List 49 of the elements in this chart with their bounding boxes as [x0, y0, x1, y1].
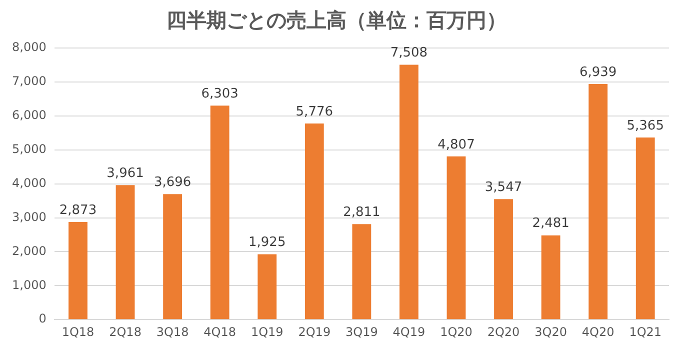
x-tick-label: 1Q21	[629, 324, 662, 339]
x-tick-label: 3Q20	[534, 324, 567, 339]
data-label: 1,925	[248, 235, 286, 250]
x-tick-label: 3Q18	[156, 324, 189, 339]
bar	[541, 235, 560, 320]
data-label: 4,807	[438, 137, 475, 152]
x-tick-label: 4Q19	[392, 324, 426, 339]
bar	[163, 194, 182, 320]
y-tick-label: 1,000	[12, 278, 46, 292]
y-tick-label: 3,000	[12, 210, 46, 224]
bar	[304, 124, 324, 320]
bar	[258, 254, 277, 320]
y-tick-label: 4,000	[12, 176, 46, 190]
x-tick-label: 1Q19	[250, 324, 284, 339]
bar	[352, 224, 372, 320]
y-tick-label: 5,000	[12, 142, 46, 156]
bar	[446, 156, 466, 320]
y-tick-label: 0	[38, 312, 46, 326]
bar	[210, 106, 230, 320]
y-tick-label: 8,000	[12, 40, 46, 54]
x-tick-label: 4Q20	[582, 324, 614, 339]
data-label: 3,961	[106, 166, 144, 181]
bar	[494, 199, 513, 320]
y-tick-label: 6,000	[12, 108, 46, 122]
chart-title: 四半期ごとの売上高（単位：百万円）	[166, 8, 506, 32]
x-tick-label: 3Q19	[345, 324, 378, 339]
data-label: 5,365	[626, 118, 664, 134]
data-label: 3,696	[154, 174, 192, 190]
x-tick-label: 4Q18	[204, 324, 236, 339]
x-tick-label: 2Q18	[109, 324, 142, 339]
bar	[116, 185, 135, 320]
data-label: 2,873	[59, 202, 97, 218]
x-tick-label: 1Q18	[62, 324, 94, 339]
y-tick-label: 2,000	[12, 244, 46, 258]
data-label: 2,481	[532, 216, 570, 232]
y-tick-label: 7,000	[12, 74, 46, 88]
bar	[636, 137, 655, 320]
data-label: 3,547	[484, 180, 522, 196]
data-label: 6,939	[579, 64, 617, 80]
data-label: 5,776	[296, 104, 334, 120]
bar	[400, 64, 418, 320]
x-tick-label: 2Q20	[487, 324, 520, 339]
bar	[68, 222, 88, 320]
data-label: 2,811	[343, 205, 380, 220]
bar	[588, 84, 608, 320]
data-label: 6,303	[201, 86, 238, 102]
x-tick-label: 2Q19	[298, 324, 331, 339]
x-tick-label: 1Q20	[440, 324, 472, 339]
data-label: 7,508	[390, 46, 428, 61]
